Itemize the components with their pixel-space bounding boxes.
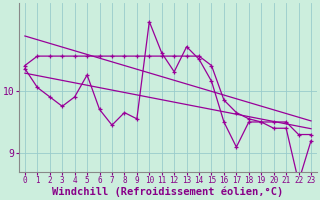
X-axis label: Windchill (Refroidissement éolien,°C): Windchill (Refroidissement éolien,°C) [52, 187, 284, 197]
